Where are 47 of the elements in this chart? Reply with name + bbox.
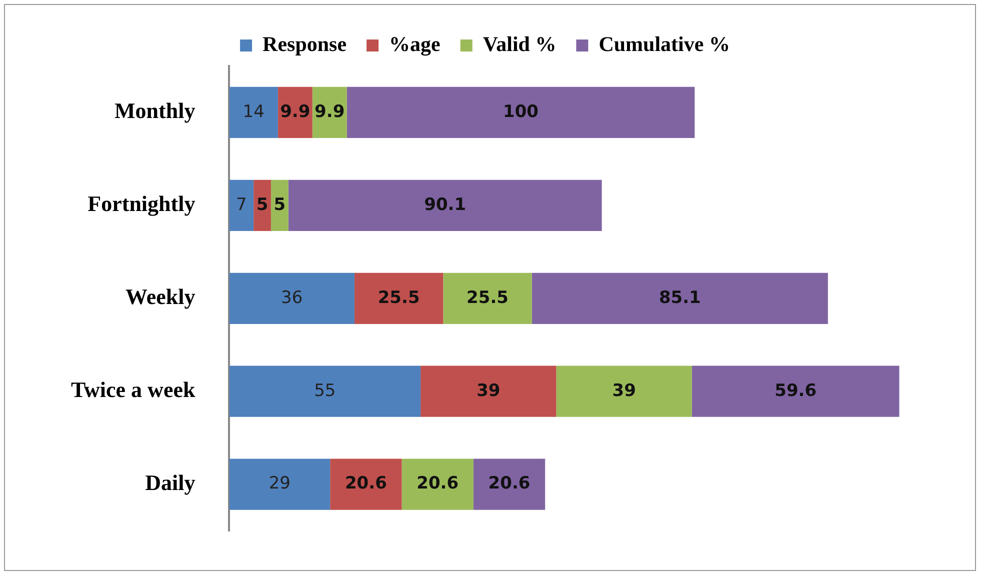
bar — [229, 458, 330, 510]
y-tick-label: Weekly — [126, 284, 196, 310]
data-label: 7 — [236, 194, 247, 215]
y-tick-label: Monthly — [114, 98, 196, 124]
data-label: 20.6 — [416, 474, 459, 494]
bar — [229, 366, 421, 417]
data-label: 55 — [314, 380, 336, 401]
bar — [420, 366, 556, 417]
y-tick-label: Daily — [145, 470, 196, 496]
data-label: 20.6 — [344, 474, 387, 494]
bar — [402, 458, 474, 510]
y-tick-label: Fortnightly — [88, 191, 196, 216]
bar — [270, 180, 288, 232]
bar — [532, 272, 828, 324]
data-label: 9.9 — [280, 102, 310, 122]
data-label: 5 — [274, 194, 286, 215]
legend-label: Response — [262, 32, 347, 56]
legend-label: Cumulative % — [598, 32, 730, 56]
legend-label: Valid % — [482, 32, 556, 56]
bar — [254, 180, 271, 232]
bar — [692, 366, 900, 417]
data-label: 9.9 — [314, 102, 345, 122]
bar — [330, 458, 402, 510]
bar — [229, 180, 254, 232]
data-label: 39 — [612, 380, 636, 401]
bar — [346, 86, 695, 138]
bar — [473, 458, 546, 510]
y-tick-label: Twice a week — [70, 377, 196, 402]
data-label: 85.1 — [658, 288, 701, 308]
data-label: 39 — [476, 380, 500, 401]
data-label: 20.6 — [488, 474, 530, 494]
data-label: 36 — [281, 288, 303, 308]
data-label: 59.6 — [774, 380, 817, 401]
data-label: 90.1 — [424, 194, 466, 215]
data-label: 5 — [256, 194, 268, 215]
bar — [354, 272, 444, 324]
data-label: 29 — [268, 474, 290, 494]
data-label: 100 — [503, 102, 539, 122]
data-label: 14 — [242, 102, 264, 122]
bar — [229, 272, 354, 324]
legend-label: %age — [389, 32, 440, 56]
bar — [556, 366, 692, 417]
bar — [288, 180, 602, 232]
data-label: 25.5 — [466, 288, 509, 308]
data-label: 25.5 — [378, 288, 420, 308]
bar — [229, 86, 278, 138]
bar — [443, 272, 532, 324]
